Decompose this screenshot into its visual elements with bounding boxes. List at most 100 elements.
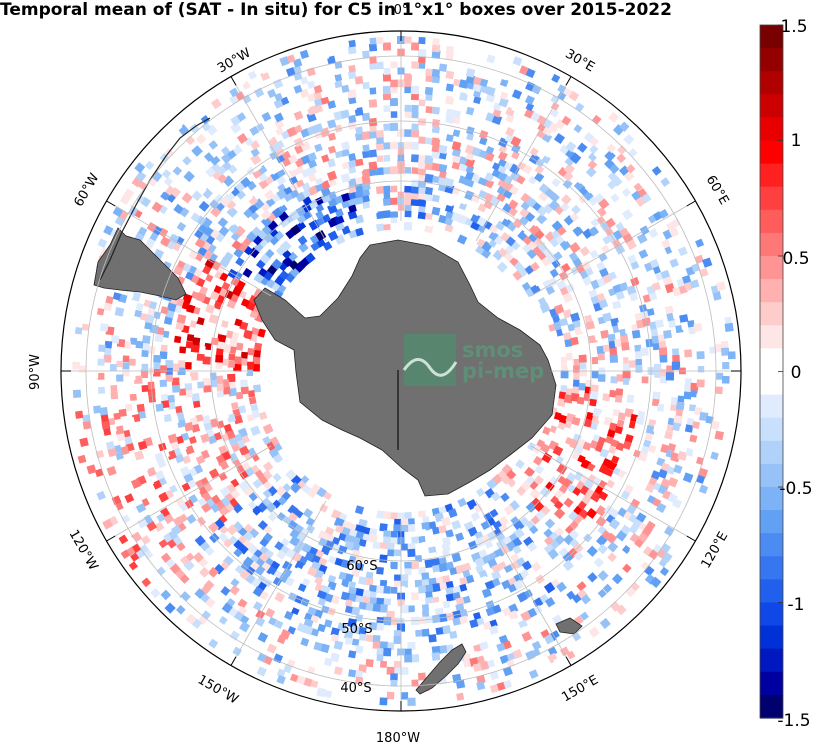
- data-cell: [459, 615, 468, 625]
- data-cell: [516, 175, 526, 185]
- data-cell: [597, 543, 608, 555]
- data-cell: [473, 503, 483, 513]
- data-cell: [354, 505, 365, 515]
- data-cell: [394, 667, 401, 675]
- data-cell: [516, 486, 527, 497]
- data-cell: [661, 238, 671, 249]
- data-cell: [347, 618, 357, 628]
- data-cell: [438, 63, 448, 72]
- data-cell: [684, 424, 694, 433]
- data-cell: [133, 450, 145, 461]
- data-cell: [355, 670, 363, 679]
- data-cell: [334, 583, 344, 593]
- data-cell: [574, 172, 586, 185]
- data-cell: [105, 440, 115, 451]
- data-cell: [218, 225, 230, 237]
- data-cell: [714, 343, 724, 353]
- data-cell: [650, 299, 659, 308]
- data-cell: [376, 223, 385, 232]
- colorbar-segment: [760, 186, 783, 211]
- data-cell: [474, 557, 486, 568]
- data-cell: [404, 86, 412, 94]
- data-cell: [372, 541, 381, 550]
- data-cell: [104, 434, 113, 443]
- colorbar-segment: [760, 394, 783, 419]
- data-cell: [572, 225, 584, 237]
- data-cell: [404, 80, 412, 87]
- data-cell: [691, 286, 702, 296]
- data-cell: [140, 313, 148, 321]
- data-cell: [441, 574, 451, 584]
- data-cell: [508, 199, 519, 210]
- data-cell: [498, 97, 509, 108]
- border-tick: [686, 535, 696, 542]
- data-cell: [232, 646, 243, 657]
- data-cell: [237, 405, 247, 414]
- data-cell: [362, 144, 370, 152]
- data-cell: [361, 506, 372, 517]
- data-cell: [421, 628, 430, 637]
- data-cell: [531, 640, 542, 651]
- data-cell: [557, 398, 566, 407]
- data-cell: [158, 491, 169, 503]
- data-cell: [461, 562, 472, 573]
- data-cell: [400, 518, 409, 526]
- data-cell: [663, 400, 672, 409]
- data-cell: [182, 293, 193, 304]
- data-cell: [383, 123, 391, 131]
- data-cell: [234, 76, 246, 87]
- data-cell: [505, 631, 516, 643]
- data-cell: [170, 440, 180, 450]
- data-cell: [561, 262, 571, 273]
- data-cell: [606, 143, 617, 154]
- data-cell: [407, 518, 415, 526]
- data-cell: [682, 472, 694, 483]
- data-cell: [531, 561, 542, 573]
- data-cell: [590, 384, 599, 393]
- data-cell: [257, 632, 269, 643]
- data-cell: [441, 637, 451, 647]
- new-zealand-landmass: [415, 617, 583, 695]
- colorbar-segment: [760, 533, 783, 557]
- data-cell: [566, 650, 576, 660]
- data-cell: [230, 442, 241, 453]
- data-cell: [491, 577, 501, 588]
- data-cell: [250, 425, 261, 437]
- data-cell: [411, 204, 419, 212]
- data-cell: [234, 318, 243, 327]
- data-cell: [454, 564, 465, 575]
- data-cell: [533, 475, 545, 486]
- data-cell: [508, 618, 518, 627]
- data-cell: [588, 226, 600, 237]
- data-cell: [140, 370, 149, 379]
- data-cell: [72, 389, 82, 398]
- data-cell: [526, 256, 536, 266]
- data-cell: [465, 87, 475, 97]
- colorbar-segment: [760, 25, 783, 49]
- data-cell: [302, 508, 314, 519]
- data-cell: [629, 292, 639, 302]
- data-cell: [107, 447, 118, 458]
- data-cell: [197, 381, 205, 389]
- data-cell: [480, 520, 491, 531]
- data-cell: [597, 588, 607, 599]
- data-cell: [382, 598, 392, 607]
- south-america-landmass: [93, 117, 211, 301]
- data-cell: [421, 541, 430, 550]
- data-cell: [511, 89, 523, 100]
- data-cell: [692, 446, 701, 455]
- data-cell: [348, 229, 358, 239]
- data-cell: [643, 439, 652, 448]
- data-cell: [551, 259, 561, 269]
- data-cell: [657, 468, 668, 479]
- data-cell: [683, 391, 692, 400]
- data-cell: [306, 67, 316, 77]
- data-cell: [681, 274, 692, 285]
- data-cell: [404, 172, 412, 181]
- data-cell: [239, 615, 250, 625]
- data-cell: [383, 192, 391, 200]
- data-cell: [553, 303, 565, 315]
- data-cell: [91, 371, 99, 378]
- data-cell: [541, 452, 553, 464]
- data-cell: [608, 445, 617, 455]
